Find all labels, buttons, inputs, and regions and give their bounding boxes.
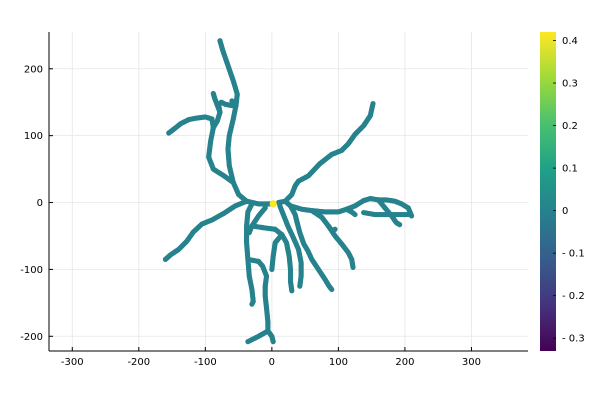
y-tick-label: 100 [24, 131, 43, 142]
data-point [405, 211, 411, 218]
data-point [329, 286, 335, 293]
data-point [269, 266, 275, 273]
data-point [352, 211, 358, 218]
data-point [397, 222, 403, 228]
soma-marker [269, 200, 277, 208]
y-tick-label: 0 [37, 198, 43, 209]
colorbar-tick-label: 0.2 [562, 121, 578, 132]
data-point [162, 256, 169, 262]
data-point [249, 301, 255, 307]
colorbar-tick-label: - 0.3 [562, 334, 585, 345]
x-tick-label: 100 [329, 357, 348, 368]
data-point [289, 288, 295, 294]
data-point [229, 98, 235, 104]
x-tick-label: 0 [269, 357, 275, 368]
tick-labels: -300 -200 -100 0 100 200 300 -200 -100 0 100 200 [20, 64, 481, 368]
y-tick-label: -100 [20, 265, 43, 276]
colorbar-tick-label: 0.1 [562, 164, 578, 175]
x-tick-label: -300 [61, 357, 84, 368]
x-tick-label: 300 [462, 357, 481, 368]
data-point [217, 38, 223, 44]
soma-point [269, 200, 277, 208]
colorbar: - 0.3 - 0.2 - 0.1 0 0.1 0.2 0.3 0.4 [540, 32, 585, 351]
x-tick-label: -100 [194, 357, 217, 368]
colorbar-tick-label: - 0.1 [562, 249, 585, 260]
data-points [162, 38, 415, 345]
data-point [245, 339, 251, 345]
data-point [246, 230, 252, 236]
data-point [229, 102, 235, 109]
data-point [370, 100, 376, 107]
x-tick-label: -200 [127, 357, 150, 368]
data-point [297, 283, 303, 289]
y-tick-label: -200 [20, 332, 43, 343]
colorbar-tick-label: 0 [562, 206, 568, 217]
data-point [166, 130, 172, 136]
data-point [210, 90, 216, 97]
colorbar-tick-label: - 0.2 [562, 291, 585, 302]
data-point [270, 339, 276, 345]
colorbar-tick-label: 0.3 [562, 79, 578, 90]
data-point [332, 226, 338, 232]
y-tick-label: 200 [24, 64, 43, 75]
x-tick-label: 200 [395, 357, 414, 368]
colorbar-tick-label: 0.4 [562, 36, 578, 47]
axes [48, 32, 528, 352]
data-point [350, 264, 356, 271]
colorbar-gradient [540, 32, 556, 351]
